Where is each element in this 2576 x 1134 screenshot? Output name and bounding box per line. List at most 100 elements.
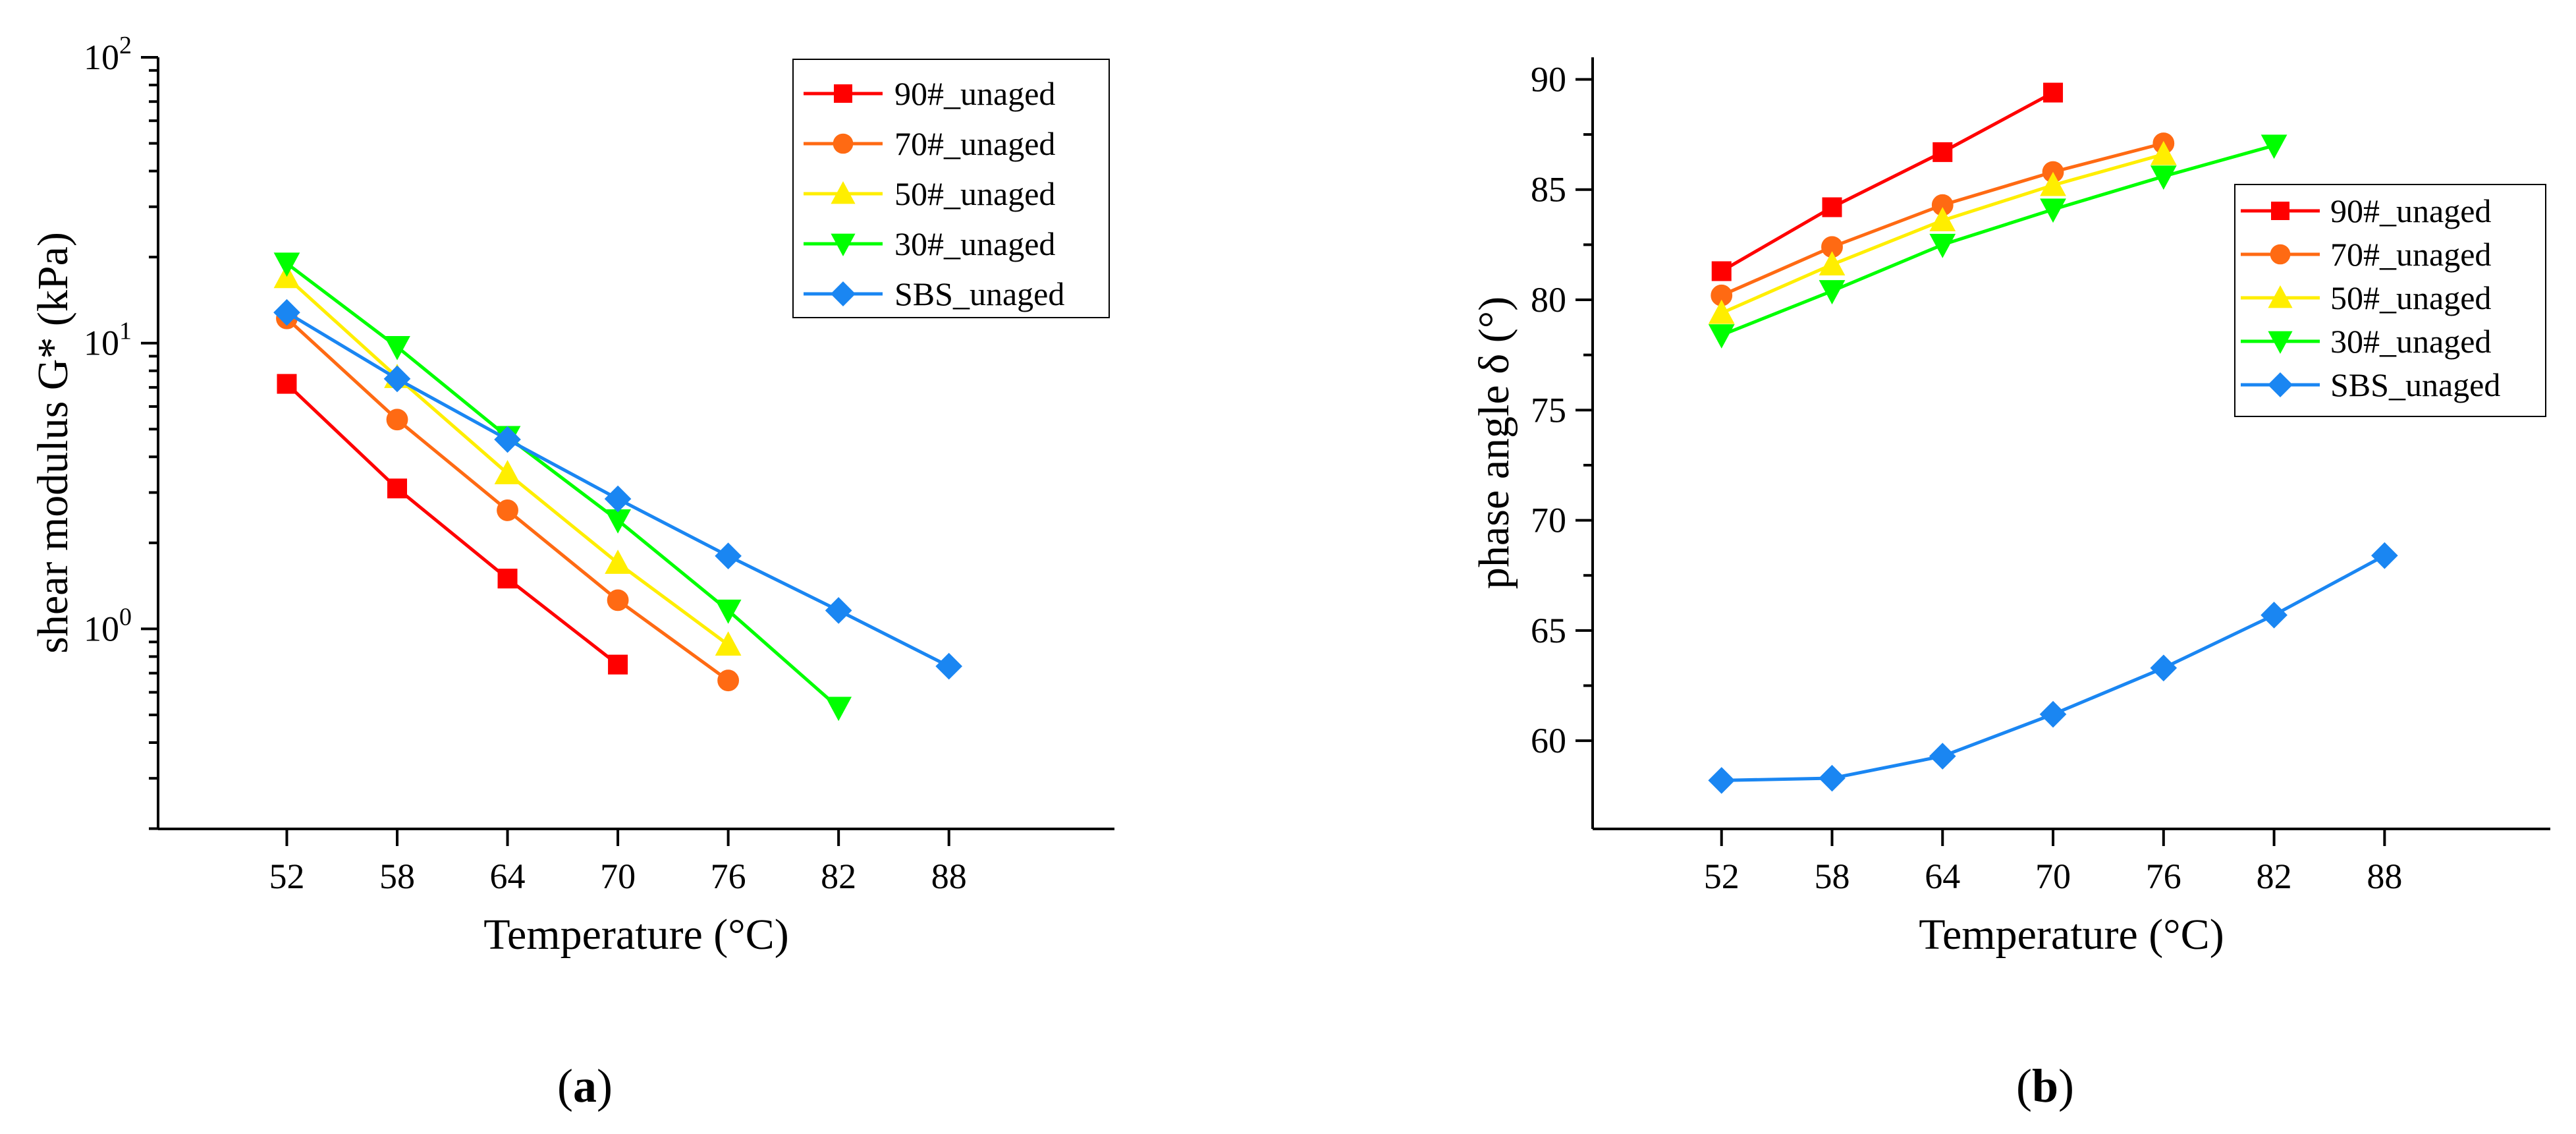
legend-label: 30#_unaged — [894, 225, 1055, 262]
panel-a-legend-item-50-unaged: 50#_unaged — [804, 175, 1055, 212]
panel-a-series-30-unaged — [273, 252, 852, 722]
panel-a-data-point-sbs-unaged — [604, 485, 632, 513]
panel-b-x-tick-label: 70 — [2035, 857, 2071, 896]
panel-b-x-ticks: 52 58 64 70 76 82 88 — [1704, 829, 2402, 896]
legend-marker — [834, 84, 852, 103]
panel-b-y-tick-label: 65 — [1531, 611, 1566, 650]
legend-label: SBS_unaged — [894, 275, 1064, 312]
panel-a-data-point-sbs-unaged — [825, 597, 852, 624]
panel-b-legend-item-sbs-unaged: SBS_unaged — [2241, 366, 2500, 403]
tick-base: 10 — [84, 38, 119, 77]
panel-a-series-sbs-unaged — [273, 298, 963, 680]
panel-b-series-sbs-unaged — [1708, 542, 2398, 794]
panel-a-data-point-70-unaged — [717, 669, 740, 692]
panel-a-data-point-30-unaged — [273, 252, 300, 277]
panel-b-x-tick-label: 64 — [1925, 857, 1960, 896]
legend-label: 70#_unaged — [2330, 236, 2491, 273]
legend-marker — [2268, 372, 2293, 397]
panel-b-data-point-50-unaged — [1929, 207, 1956, 232]
panel-a-data-point-70-unaged — [386, 409, 408, 431]
legend-marker — [831, 181, 856, 204]
panel-a-legend-item-70-unaged: 70#_unaged — [804, 125, 1055, 162]
panel-a-data-point-70-unaged — [607, 589, 629, 611]
panel-a-data-point-sbs-unaged — [715, 542, 742, 570]
legend-marker — [831, 281, 856, 306]
panel-a-data-point-sbs-unaged — [494, 426, 521, 453]
panel-a-y-tick-label: 100 — [84, 603, 132, 648]
panel-a-series-line-90-unaged — [285, 382, 619, 666]
panel-b-legend-item-50-unaged: 50#_unaged — [2241, 279, 2491, 316]
panel-b-legend: 90#_unaged 70#_unaged 50#_unaged 30#_unaged… — [2234, 184, 2546, 417]
panel-b-x-tick-label: 58 — [1815, 857, 1850, 896]
legend-marker — [2270, 244, 2291, 265]
panel-a-series-line-70-unaged — [285, 317, 730, 682]
panel-b-data-point-sbs-unaged — [2150, 654, 2178, 682]
panel-b-label: (b) — [2016, 1060, 2074, 1112]
panel-a-data-point-90-unaged — [497, 569, 518, 589]
panel-a-data-point-30-unaged — [384, 335, 410, 360]
panel-b-x-tick-label: 52 — [1704, 857, 1740, 896]
panel-b-y-tick-label: 80 — [1531, 280, 1566, 320]
panel-b-data-point-30-unaged — [2040, 198, 2066, 223]
panel-a-x-tick-label: 70 — [600, 857, 636, 896]
panel-b-x-tick-label: 82 — [2257, 857, 2292, 896]
panel-b-data-point-30-unaged — [2150, 165, 2177, 190]
panel-a-data-point-30-unaged — [825, 696, 852, 722]
panel-b-data-point-30-unaged — [1708, 324, 1735, 349]
panel-b-series-90-unaged — [1711, 82, 2064, 281]
panel-b-plot — [1708, 82, 2398, 794]
panel-b-series-line-30-unaged — [1720, 144, 2275, 337]
panel-a-legend-item-90-unaged: 90#_unaged — [804, 75, 1055, 112]
legend-label: 50#_unaged — [2330, 279, 2491, 316]
panel-b-data-point-30-unaged — [1929, 233, 1956, 258]
legend-marker — [2268, 331, 2293, 354]
panel-a-legend: 90#_unaged 70#_unaged 50#_unaged 30#_unaged… — [792, 59, 1110, 318]
tick-exponent: 1 — [119, 318, 132, 345]
panel-a-series-90-unaged — [277, 374, 628, 675]
tick-base: 10 — [84, 609, 119, 648]
panel-b-y-tick-label: 85 — [1531, 170, 1566, 210]
panel-b-data-point-50-unaged — [2040, 171, 2066, 196]
panel-b-data-point-50-unaged — [1708, 299, 1735, 324]
panel-b-x-tick-label: 76 — [2146, 857, 2181, 896]
panel-a-x-tick-label: 52 — [269, 857, 304, 896]
panel-a-data-point-50-unaged — [494, 460, 521, 484]
panel-a-legend-item-sbs-unaged: SBS_unaged — [804, 275, 1064, 312]
panel-a-data-point-50-unaged — [715, 631, 742, 656]
panel-b-y-axis-title: phase angle δ (°) — [1470, 297, 1518, 589]
panel-a-data-point-50-unaged — [605, 550, 631, 574]
panel-b-series-line-sbs-unaged — [1721, 553, 2386, 782]
panel-b-series-50-unaged — [1708, 140, 2177, 324]
panel-a-x-ticks: 52 58 64 70 76 82 88 — [269, 829, 967, 896]
panel-a-x-tick-label: 88 — [931, 857, 967, 896]
panel-a-data-point-sbs-unaged — [383, 365, 411, 393]
panel-b-y-tick-label: 70 — [1531, 501, 1566, 540]
panel-a-data-point-90-unaged — [608, 654, 628, 675]
panel-a-data-point-70-unaged — [497, 499, 518, 521]
panel-b-data-point-50-unaged — [2150, 140, 2177, 165]
panel-b-data-point-90-unaged — [1711, 261, 1732, 281]
panel-b-legend-item-90-unaged: 90#_unaged — [2241, 192, 2491, 229]
panel-b-data-point-30-unaged — [1819, 280, 1846, 304]
panel-a-series-70-unaged — [276, 307, 740, 692]
panel-a-axes — [157, 57, 1114, 830]
panel-b-y-ticks: 60 65 70 75 80 85 90 — [1531, 59, 1593, 760]
panel-a-data-point-90-unaged — [387, 478, 407, 499]
panel-a-x-tick-label: 82 — [821, 857, 856, 896]
panel-a-y-axis-title: shear modulus G* (kPa) — [29, 232, 77, 654]
panel-b-y-tick-label: 90 — [1531, 59, 1566, 99]
panel-b-data-point-90-unaged — [1932, 142, 1953, 162]
legend-label: 50#_unaged — [894, 175, 1055, 212]
panel-a-y-tick-label: 101 — [84, 318, 132, 363]
panel-b-series-30-unaged — [1708, 134, 2288, 349]
tick-exponent: 0 — [119, 603, 132, 631]
legend-label: 90#_unaged — [894, 75, 1055, 112]
panel-a-data-point-sbs-unaged — [935, 652, 963, 680]
panel-b-data-point-90-unaged — [1822, 197, 1842, 217]
panel-b-x-tick-label: 88 — [2367, 857, 2402, 896]
panel-a-x-tick-label: 76 — [711, 857, 746, 896]
panel-a-x-tick-label: 64 — [490, 857, 526, 896]
panel-b-legend-item-30-unaged: 30#_unaged — [2241, 323, 2491, 360]
